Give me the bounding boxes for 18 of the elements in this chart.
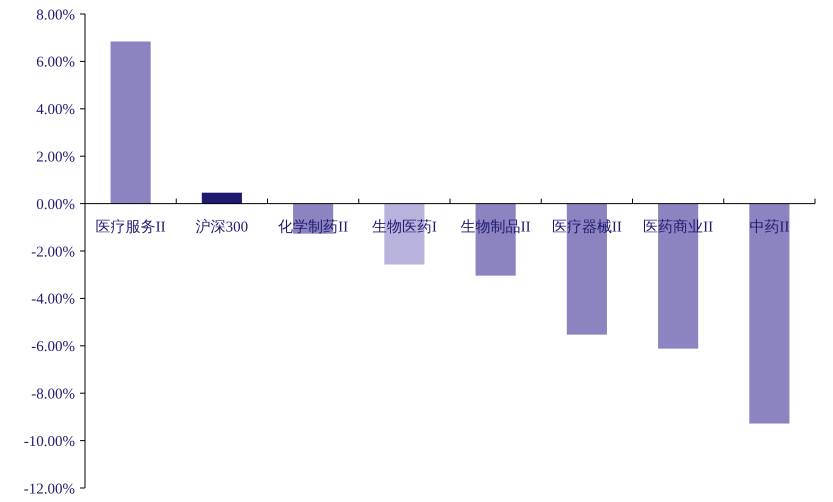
bar <box>110 41 151 204</box>
y-tick-label: 2.00% <box>36 149 75 166</box>
x-tick-label: 沪深300 <box>196 218 248 236</box>
y-tick-label: -4.00% <box>31 292 75 308</box>
bar <box>202 192 242 204</box>
y-tick-label: -8.00% <box>31 386 75 402</box>
y-tick-label: -12.00% <box>24 481 75 498</box>
y-tick-label: 4.00% <box>36 102 75 118</box>
bar <box>749 204 790 424</box>
x-tick-label: 中药II <box>749 218 790 236</box>
y-tick-label: 8.00% <box>36 7 75 24</box>
x-tick-label: 生物医药I <box>372 218 437 236</box>
y-tick-label: -10.00% <box>24 434 75 450</box>
y-tick-label: 6.00% <box>36 54 75 71</box>
y-tick-label: -2.00% <box>31 244 75 260</box>
x-tick-label: 医疗服务II <box>96 218 166 236</box>
y-tick-label: -6.00% <box>31 339 75 356</box>
y-tick-label: 0.00% <box>36 196 75 213</box>
